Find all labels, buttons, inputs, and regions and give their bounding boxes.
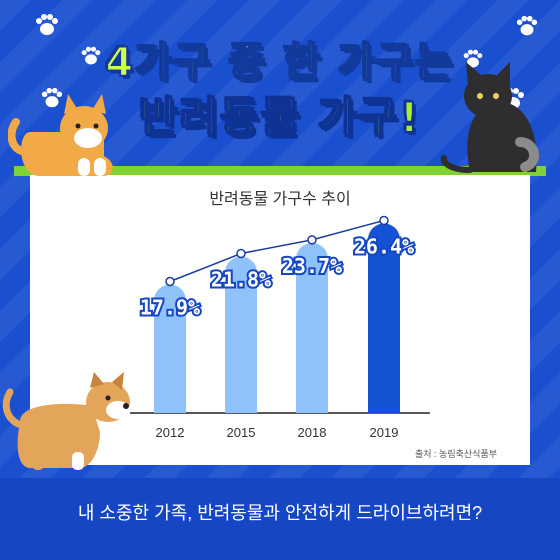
bar-base-2015 <box>225 393 257 413</box>
black-cat-illustration <box>440 62 539 173</box>
data-label-2018: 23.7% <box>282 254 342 278</box>
x-tick-label-2012: 2012 <box>156 425 185 440</box>
x-tick-label-2015: 2015 <box>227 425 256 440</box>
source-note: 출처 : 농림축산식품부 <box>415 449 498 459</box>
paw-print-icon <box>516 15 538 36</box>
bar-2019 <box>368 223 400 413</box>
bar-2015 <box>225 256 257 413</box>
paw-print-icon <box>81 46 101 65</box>
panel-top-stripe <box>14 166 546 176</box>
paw-print-icon <box>463 49 483 68</box>
data-label-2012: 17.9% <box>140 296 200 320</box>
bar-2012 <box>154 284 186 413</box>
bar-base-2019 <box>368 393 400 413</box>
bar-base-2012 <box>154 393 186 413</box>
trend-point-2018 <box>307 235 317 245</box>
chart-title: 반려동물 가구수 추이 <box>209 191 351 208</box>
data-label-2019: 26.4% <box>354 234 414 258</box>
trend-point-2019 <box>379 215 389 226</box>
bar-base-2018 <box>296 393 328 413</box>
trend-line <box>169 219 385 283</box>
trend-point-2012 <box>165 276 175 287</box>
x-tick-label-2018: 2018 <box>298 425 327 440</box>
headline-line-1: 4가구 중 한 가구는 <box>104 39 455 87</box>
data-label-2015: 21.8% <box>211 268 271 292</box>
paw-print-icon <box>36 14 58 35</box>
headline-line-2: 반려동물 가구! <box>138 92 421 143</box>
x-tick-label-2019: 2019 <box>370 425 399 440</box>
paw-print-icon <box>41 87 63 108</box>
bottom-question: 내 소중한 가족, 반려동물과 안전하게 드라이브하려면? <box>77 503 483 523</box>
bar-2018 <box>296 242 328 413</box>
dog-illustration <box>2 372 130 470</box>
bottom-band <box>0 478 560 560</box>
orange-cat-illustration <box>8 94 113 176</box>
trend-point-2015 <box>236 248 246 259</box>
